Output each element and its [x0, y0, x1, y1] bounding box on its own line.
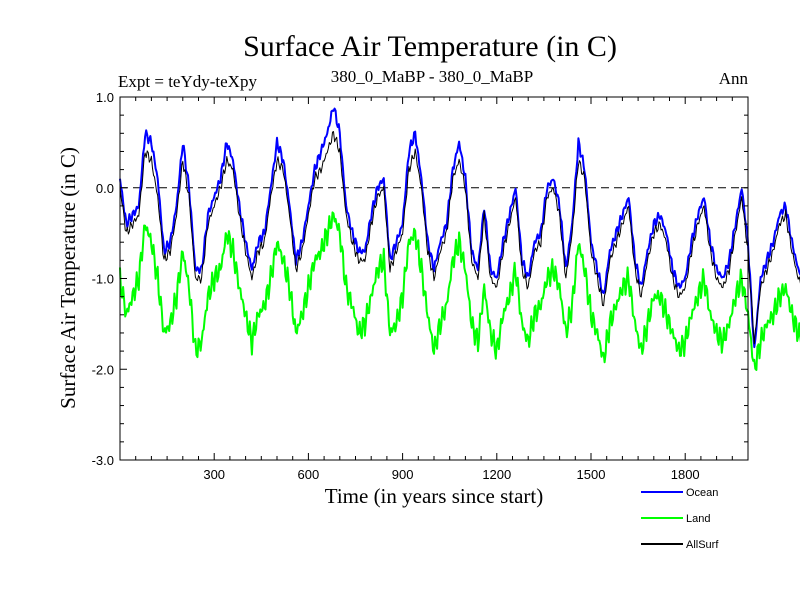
x-tick-label: 600 — [298, 467, 320, 482]
y-tick-label: 1.0 — [96, 90, 114, 105]
experiment-label: Expt = teYdy-teXpy — [118, 72, 257, 91]
y-axis-label: Surface Air Temperature (in C) — [56, 147, 80, 409]
series-line-allsurf — [119, 131, 800, 345]
comparison-label: 380_0_MaBP - 380_0_MaBP — [331, 67, 533, 86]
x-tick-label: 1800 — [671, 467, 700, 482]
series-line-land — [119, 211, 800, 371]
x-tick-label: 1500 — [577, 467, 606, 482]
period-label: Ann — [719, 69, 749, 88]
legend-label-land: Land — [686, 513, 710, 525]
x-tick-label: 900 — [392, 467, 414, 482]
legend-label-allsurf: AllSurf — [686, 539, 719, 551]
y-tick-label: 0.0 — [96, 181, 114, 196]
series-line-ocean — [119, 107, 800, 349]
y-tick-label: -2.0 — [92, 362, 114, 377]
chart-title: Surface Air Temperature (in C) — [243, 30, 617, 63]
legend-label-ocean: Ocean — [686, 487, 718, 499]
axis-ticks: 300 600 900 1200 1500 1800 1.0 0.0 -1.0 -2.0 -3.0 — [92, 90, 748, 482]
y-tick-label: -3.0 — [92, 453, 114, 468]
x-tick-label: 1200 — [482, 467, 511, 482]
legend: Ocean Land AllSurf — [641, 487, 719, 551]
plot-area — [119, 107, 800, 371]
y-tick-label: -1.0 — [92, 272, 114, 287]
x-axis-label: Time (in years since start) — [325, 484, 544, 508]
x-tick-label: 300 — [203, 467, 225, 482]
